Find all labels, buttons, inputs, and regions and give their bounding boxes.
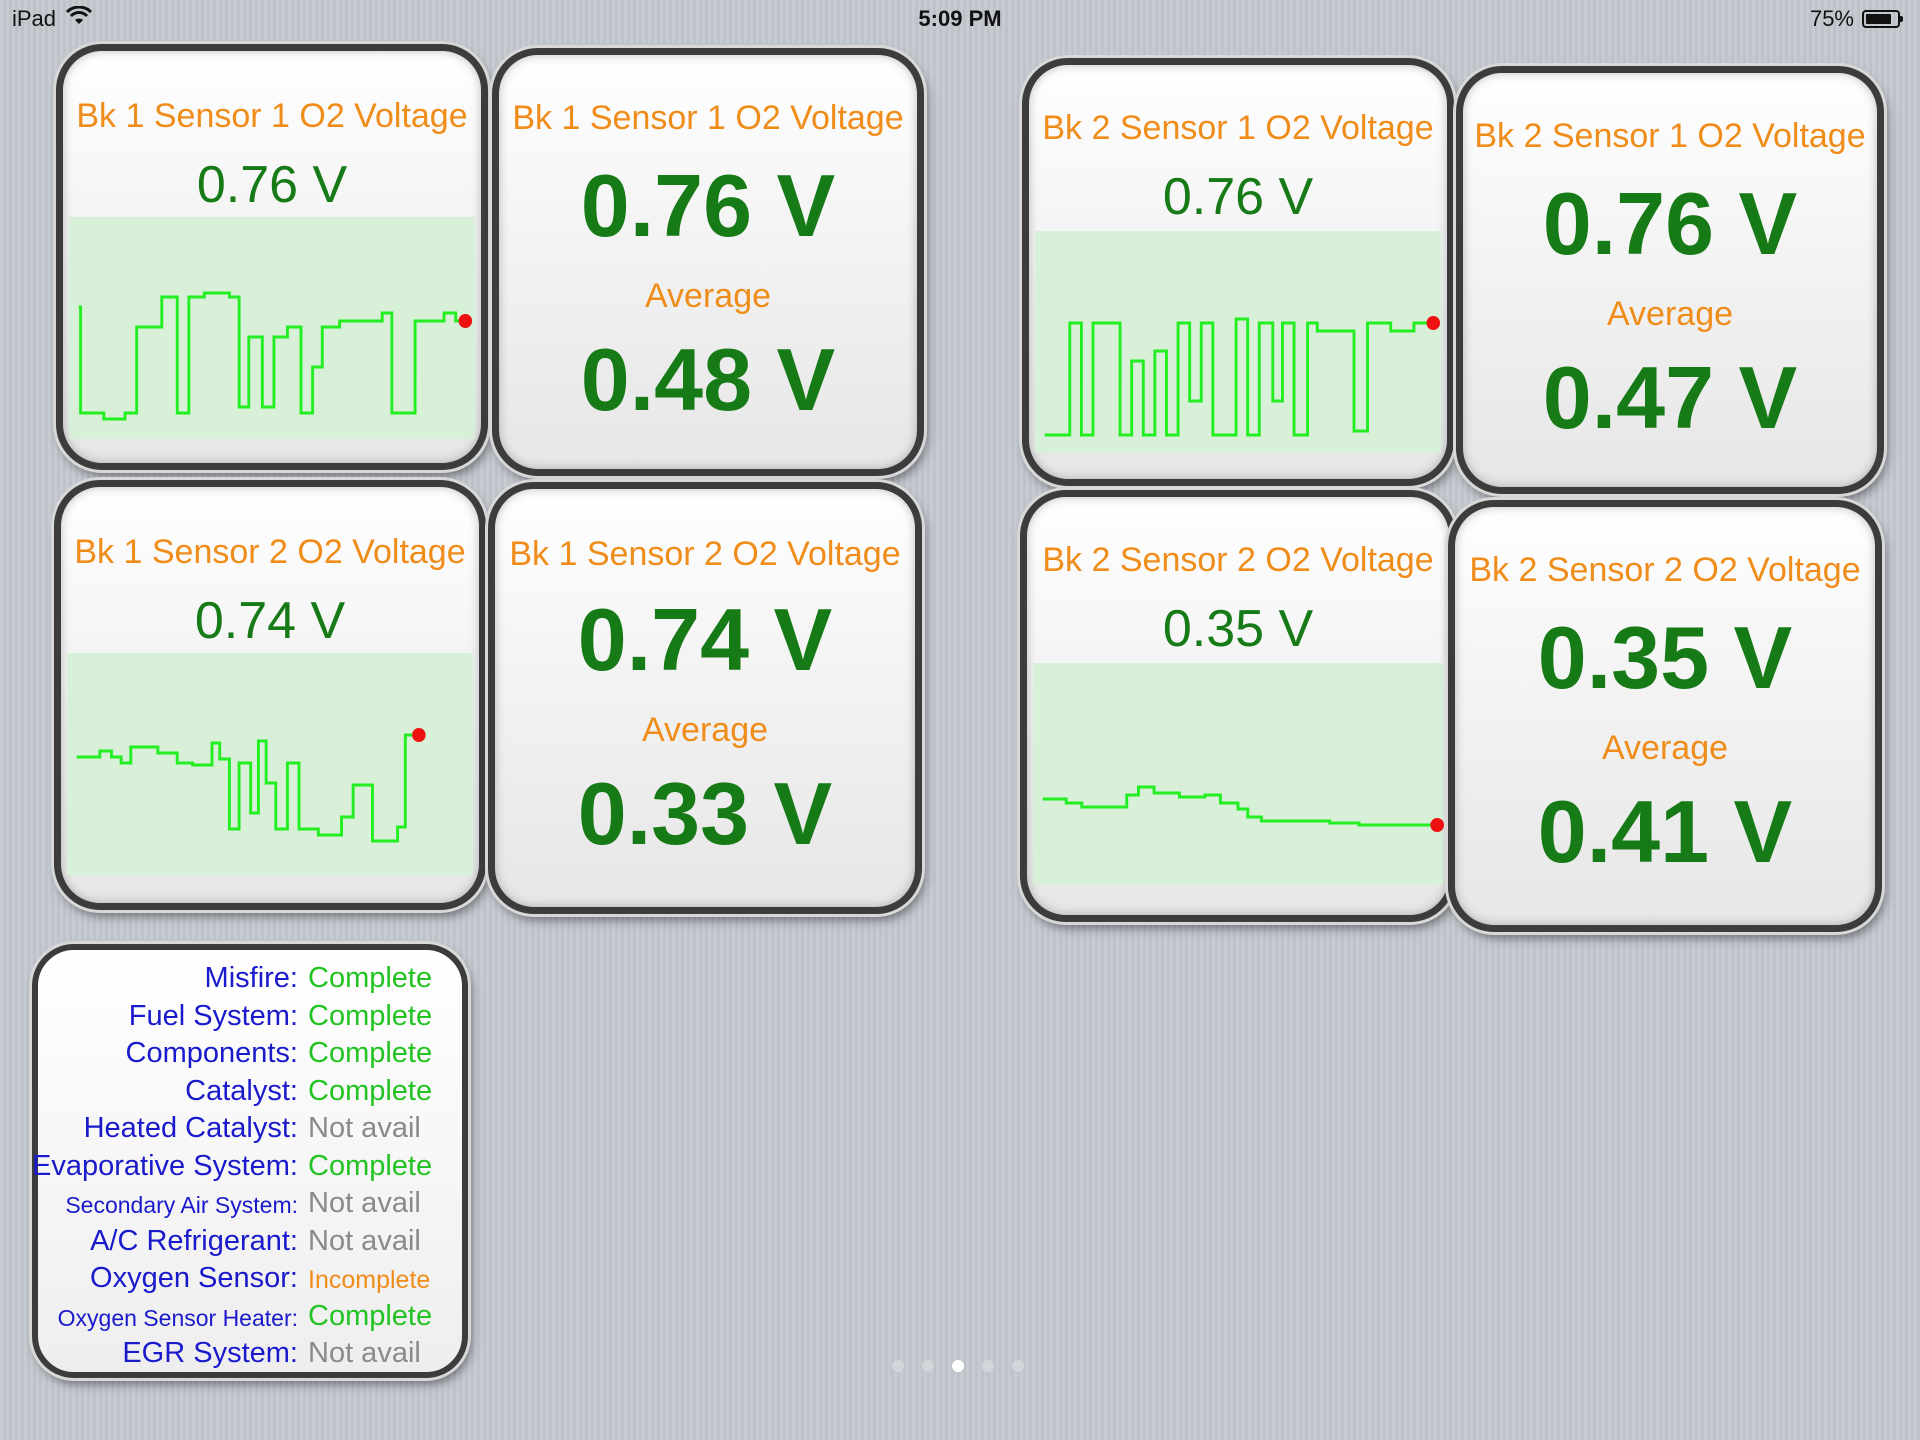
gauge-value: 0.76 V: [1542, 174, 1798, 273]
gauge-b2s1-numeric[interactable]: Bk 2 Sensor 1 O2 Voltage 0.76 V Average …: [1456, 66, 1884, 494]
average-value: 0.48 V: [580, 330, 836, 429]
average-value: 0.47 V: [1542, 348, 1798, 447]
gauge-title: Bk 1 Sensor 1 O2 Voltage: [512, 99, 904, 137]
gauge-b1s1-numeric[interactable]: Bk 1 Sensor 1 O2 Voltage 0.76 V Average …: [492, 48, 924, 476]
monitor-label: A/C Refrigerant:: [90, 1225, 298, 1257]
voltage-trace: [1044, 317, 1430, 437]
monitor-label: Oxygen Sensor Heater:: [57, 1305, 298, 1331]
monitor-row-ac-refrigerant: A/C Refrigerant: Not avail: [38, 1225, 462, 1262]
average-label: Average: [644, 277, 772, 315]
gauge-b1s1-graph[interactable]: Bk 1 Sensor 1 O2 Voltage 0.76 V: [56, 44, 488, 470]
current-value-marker: [1430, 818, 1444, 832]
monitor-label: Secondary Air System:: [65, 1192, 298, 1218]
monitor-status: Complete: [308, 1000, 433, 1032]
monitor-row-egr-system: EGR System: Not avail: [38, 1337, 462, 1374]
wifi-icon: [65, 5, 93, 32]
average-value: 0.33 V: [577, 764, 833, 863]
monitor-status: Complete: [308, 1075, 433, 1107]
gauge-value: 0.76 V: [580, 156, 836, 255]
gauge-value: 0.76 V: [1162, 168, 1314, 226]
page-dot-5[interactable]: [1012, 1360, 1024, 1372]
gauge-b2s2-numeric[interactable]: Bk 2 Sensor 2 O2 Voltage 0.35 V Average …: [1448, 500, 1882, 932]
monitor-label: Misfire:: [204, 962, 298, 994]
monitor-row-heated-catalyst: Heated Catalyst: Not avail: [38, 1112, 462, 1149]
current-value-marker: [458, 314, 473, 328]
page-indicator[interactable]: [892, 1360, 1024, 1372]
current-value-marker: [1426, 316, 1441, 330]
page-dot-4[interactable]: [982, 1360, 994, 1372]
gauge-title: Bk 1 Sensor 1 O2 Voltage: [76, 97, 468, 135]
monitor-status: Complete: [308, 1150, 433, 1182]
readiness-monitors-panel[interactable]: Misfire: Complete Fuel System: Complete …: [32, 944, 468, 1378]
clock: 5:09 PM: [918, 6, 1002, 31]
monitor-status: Complete: [308, 1300, 433, 1332]
voltage-graph: [1033, 663, 1444, 885]
monitor-status: Incomplete: [308, 1266, 431, 1294]
monitor-row-evaporative-system: Evaporative System: Complete: [32, 1150, 462, 1187]
monitor-status: Not avail: [308, 1187, 421, 1219]
page-dot-2[interactable]: [922, 1360, 934, 1372]
gauge-value: 0.76 V: [196, 156, 348, 214]
monitor-status: Not avail: [308, 1225, 421, 1257]
status-bar: iPad 5:09 PM 75%: [0, 0, 1920, 40]
monitor-label: Catalyst:: [185, 1075, 298, 1107]
voltage-graph: [67, 653, 473, 875]
gauge-title: Bk 2 Sensor 1 O2 Voltage: [1042, 109, 1434, 147]
voltage-trace: [78, 291, 464, 421]
monitor-row-oxygen-sensor-heater: Oxygen Sensor Heater: Complete: [38, 1300, 462, 1337]
monitor-status: Not avail: [308, 1337, 421, 1369]
monitor-label: Oxygen Sensor:: [90, 1262, 298, 1294]
graph-svg: [78, 291, 473, 421]
monitor-status: Not avail: [308, 1112, 421, 1144]
graph-svg: [1042, 785, 1444, 832]
battery-percent: 75%: [1809, 6, 1854, 31]
monitor-status: Complete: [308, 1037, 433, 1069]
graph-svg: [76, 728, 426, 843]
monitor-row-secondary-air: Secondary Air System: Not avail: [38, 1187, 462, 1224]
gauge-b2s2-graph[interactable]: Bk 2 Sensor 2 O2 Voltage 0.35 V: [1020, 490, 1456, 922]
average-label: Average: [1601, 729, 1729, 767]
gauge-title: Bk 2 Sensor 2 O2 Voltage: [1042, 541, 1434, 579]
gauge-b1s2-graph[interactable]: Bk 1 Sensor 2 O2 Voltage 0.74 V: [54, 480, 486, 910]
monitor-row-misfire: Misfire: Complete: [38, 962, 462, 999]
device-name: iPad: [12, 6, 57, 31]
monitor-status: Complete: [308, 962, 433, 994]
gauge-b2s1-graph[interactable]: Bk 2 Sensor 1 O2 Voltage 0.76 V: [1022, 58, 1454, 486]
battery-icon: [1862, 10, 1903, 28]
gauge-title: Bk 2 Sensor 2 O2 Voltage: [1469, 551, 1861, 589]
monitor-row-fuel-system: Fuel System: Complete: [38, 1000, 462, 1037]
gauge-value: 0.35 V: [1537, 608, 1793, 707]
gauge-title: Bk 1 Sensor 2 O2 Voltage: [74, 533, 466, 571]
monitor-label: Evaporative System:: [32, 1150, 298, 1182]
voltage-graph: [1035, 231, 1441, 453]
gauge-value: 0.74 V: [577, 590, 833, 689]
page-dot-1[interactable]: [892, 1360, 904, 1372]
monitor-label: Heated Catalyst:: [83, 1112, 298, 1144]
graph-svg: [1044, 316, 1441, 437]
voltage-trace: [76, 733, 419, 843]
monitor-label: EGR System:: [122, 1337, 298, 1369]
gauge-value: 0.74 V: [194, 592, 346, 650]
average-label: Average: [1606, 295, 1734, 333]
monitor-label: Components:: [125, 1037, 299, 1069]
gauge-value: 0.35 V: [1162, 600, 1314, 658]
voltage-trace: [1042, 785, 1432, 827]
current-value-marker: [412, 728, 426, 742]
gauge-title: Bk 1 Sensor 2 O2 Voltage: [509, 535, 901, 573]
gauge-title: Bk 2 Sensor 1 O2 Voltage: [1474, 117, 1866, 155]
monitor-row-catalyst: Catalyst: Complete: [38, 1075, 462, 1112]
monitor-row-oxygen-sensor: Oxygen Sensor: Incomplete: [38, 1262, 462, 1299]
monitor-label: Fuel System:: [128, 1000, 298, 1032]
gauge-b1s2-numeric[interactable]: Bk 1 Sensor 2 O2 Voltage 0.74 V Average …: [488, 482, 922, 914]
page-dot-3-current[interactable]: [952, 1360, 964, 1372]
average-value: 0.41 V: [1537, 782, 1793, 881]
monitor-row-components: Components: Complete: [38, 1037, 462, 1074]
average-label: Average: [641, 711, 769, 749]
voltage-graph: [69, 217, 475, 439]
